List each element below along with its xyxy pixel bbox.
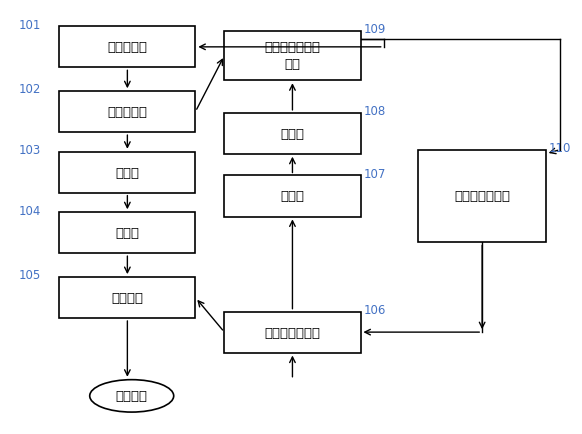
FancyBboxPatch shape [59,27,196,68]
Text: 106: 106 [363,303,386,316]
Text: 成像光路透镜组: 成像光路透镜组 [264,326,321,339]
FancyBboxPatch shape [225,32,360,81]
Text: 光纤组: 光纤组 [115,227,139,240]
Text: 组织表面: 组织表面 [116,389,148,402]
Ellipse shape [90,380,173,412]
FancyBboxPatch shape [225,176,360,217]
Text: 110: 110 [549,141,571,155]
Text: 光源控制器: 光源控制器 [107,41,147,54]
FancyBboxPatch shape [59,92,196,133]
Text: 108: 108 [363,105,386,118]
Text: 图像分析与处理
系统: 图像分析与处理 系统 [264,41,321,71]
Text: 多波长光源: 多波长光源 [107,106,147,119]
FancyBboxPatch shape [225,114,360,155]
FancyBboxPatch shape [59,213,196,253]
Text: 反光系统: 反光系统 [111,291,143,304]
Text: 109: 109 [363,23,386,36]
Text: 101: 101 [19,19,41,32]
Text: 检偏器: 检偏器 [281,190,304,203]
FancyBboxPatch shape [59,152,196,193]
Text: 103: 103 [19,144,41,157]
Text: 起偏器: 起偏器 [115,166,139,179]
Text: 104: 104 [19,204,41,217]
Text: 105: 105 [19,269,41,282]
FancyBboxPatch shape [225,312,360,353]
FancyBboxPatch shape [418,150,546,243]
Text: 探测器: 探测器 [281,128,304,141]
FancyBboxPatch shape [59,277,196,318]
Text: 成像光路控制器: 成像光路控制器 [454,190,510,203]
Text: 102: 102 [19,83,41,96]
Text: 107: 107 [363,168,386,181]
